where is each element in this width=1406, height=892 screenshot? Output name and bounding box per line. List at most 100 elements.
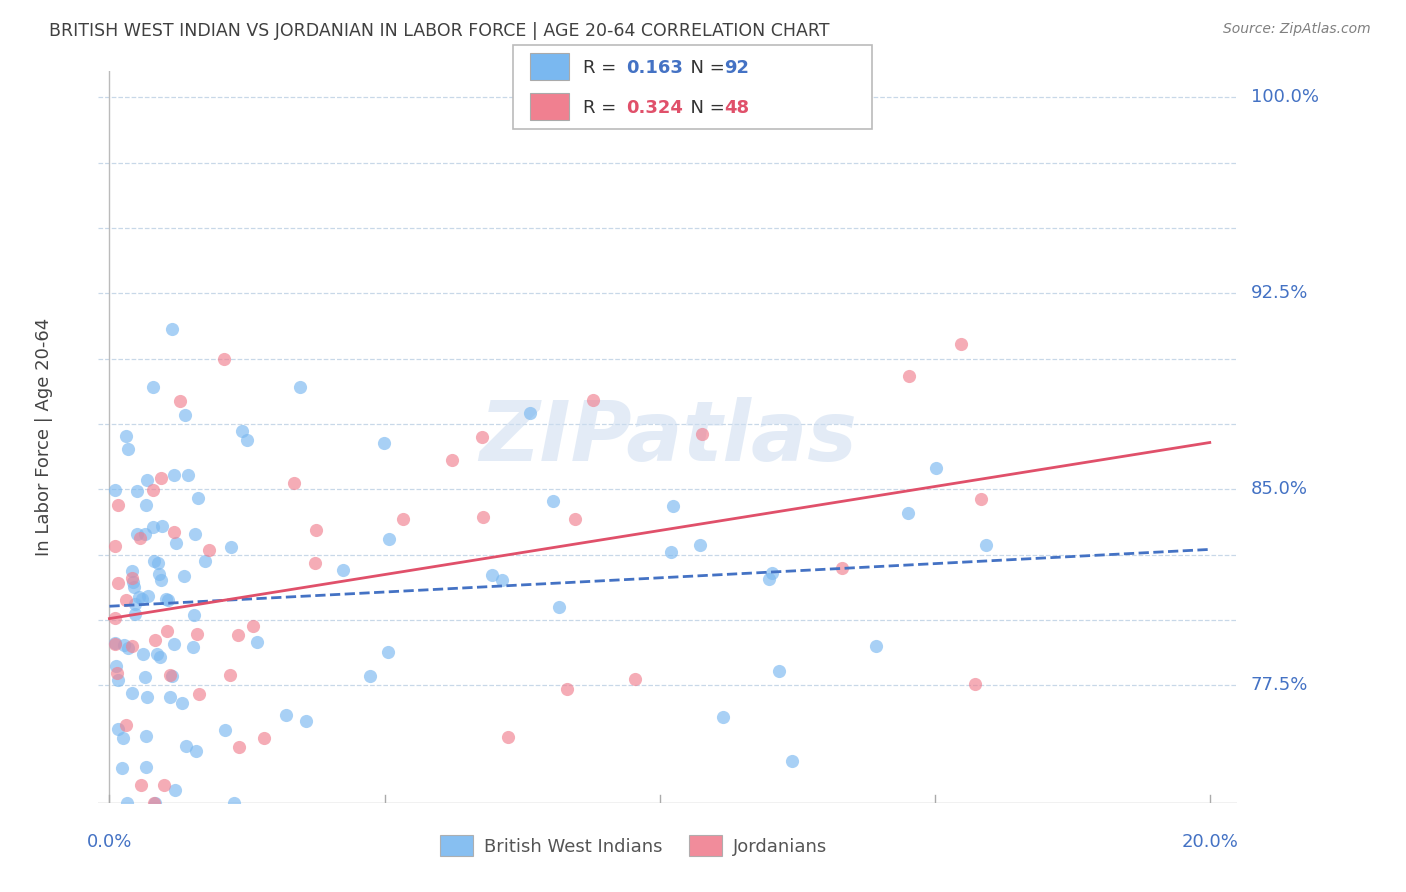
Point	[186, 626, 208, 640]
Point	[148, 566, 170, 581]
Point	[174, 739, 197, 753]
Point	[160, 322, 183, 336]
Point	[115, 593, 138, 607]
Point	[136, 473, 159, 487]
Point	[128, 591, 150, 605]
Point	[117, 442, 139, 456]
Point	[758, 572, 780, 586]
Point	[246, 635, 269, 649]
Point	[136, 590, 159, 604]
Point	[127, 526, 149, 541]
Point	[194, 554, 217, 568]
Point	[228, 739, 250, 754]
Text: 0.0%: 0.0%	[87, 833, 132, 851]
Point	[150, 519, 173, 533]
Point	[131, 591, 153, 606]
Point	[115, 429, 138, 443]
Point	[288, 380, 311, 394]
Point	[471, 509, 494, 524]
Point	[183, 640, 205, 654]
Point	[283, 475, 305, 490]
Point	[768, 665, 790, 679]
Point	[163, 637, 186, 651]
Text: Source: ZipAtlas.com: Source: ZipAtlas.com	[1223, 22, 1371, 37]
Point	[155, 591, 177, 606]
Point	[115, 796, 138, 810]
Point	[197, 543, 219, 558]
Point	[481, 567, 503, 582]
Point	[156, 593, 179, 607]
Point	[145, 796, 167, 810]
Text: 92.5%: 92.5%	[1251, 285, 1309, 302]
Text: 0.324: 0.324	[626, 99, 682, 117]
Point	[761, 566, 783, 580]
Point	[173, 569, 195, 583]
Point	[378, 532, 401, 546]
Point	[274, 708, 297, 723]
Point	[214, 723, 236, 737]
Point	[373, 435, 395, 450]
Point	[107, 499, 129, 513]
Point	[111, 761, 134, 775]
Point	[242, 619, 264, 633]
Point	[897, 368, 920, 383]
Point	[124, 597, 146, 611]
Point	[163, 467, 186, 482]
Text: R =: R =	[583, 60, 623, 78]
Point	[865, 639, 887, 653]
Point	[142, 483, 165, 497]
Point	[219, 668, 242, 682]
Point	[149, 471, 172, 485]
Point	[519, 406, 541, 420]
Point	[184, 744, 207, 758]
Point	[564, 512, 586, 526]
Point	[187, 491, 209, 506]
Point	[111, 731, 134, 745]
Point	[165, 782, 187, 797]
Point	[105, 665, 128, 680]
Point	[498, 731, 520, 745]
Point	[159, 690, 181, 705]
Point	[129, 531, 152, 545]
Point	[142, 519, 165, 533]
Point	[689, 539, 711, 553]
Point	[135, 729, 157, 743]
Point	[976, 538, 998, 552]
Point	[925, 461, 948, 475]
Point	[236, 434, 259, 448]
Point	[172, 697, 194, 711]
Point	[294, 714, 316, 729]
Point	[491, 574, 513, 588]
Point	[121, 686, 143, 700]
Point	[305, 524, 328, 538]
Point	[104, 637, 127, 651]
Point	[152, 778, 174, 792]
Point	[174, 408, 197, 422]
Point	[143, 796, 166, 810]
Point	[122, 575, 145, 590]
Point	[104, 635, 127, 649]
Point	[212, 352, 235, 367]
Point	[115, 717, 138, 731]
Point	[359, 668, 381, 682]
Text: In Labor Force | Age 20-64: In Labor Force | Age 20-64	[35, 318, 53, 557]
Point	[112, 638, 135, 652]
Point	[231, 424, 253, 438]
Point	[548, 600, 571, 615]
Point	[690, 426, 713, 441]
Point	[104, 539, 127, 553]
Point	[127, 484, 149, 499]
Point	[187, 687, 209, 701]
Text: N =: N =	[679, 60, 731, 78]
Text: BRITISH WEST INDIAN VS JORDANIAN IN LABOR FORCE | AGE 20-64 CORRELATION CHART: BRITISH WEST INDIAN VS JORDANIAN IN LABO…	[49, 22, 830, 40]
Point	[163, 524, 186, 539]
Point	[122, 580, 145, 594]
Point	[555, 681, 578, 696]
Legend: British West Indians, Jordanians: British West Indians, Jordanians	[433, 828, 834, 863]
Point	[143, 632, 166, 647]
Point	[131, 778, 153, 792]
Point	[780, 754, 803, 768]
Text: 100.0%: 100.0%	[1251, 88, 1319, 106]
Text: 92: 92	[724, 60, 749, 78]
Text: R =: R =	[583, 99, 623, 117]
